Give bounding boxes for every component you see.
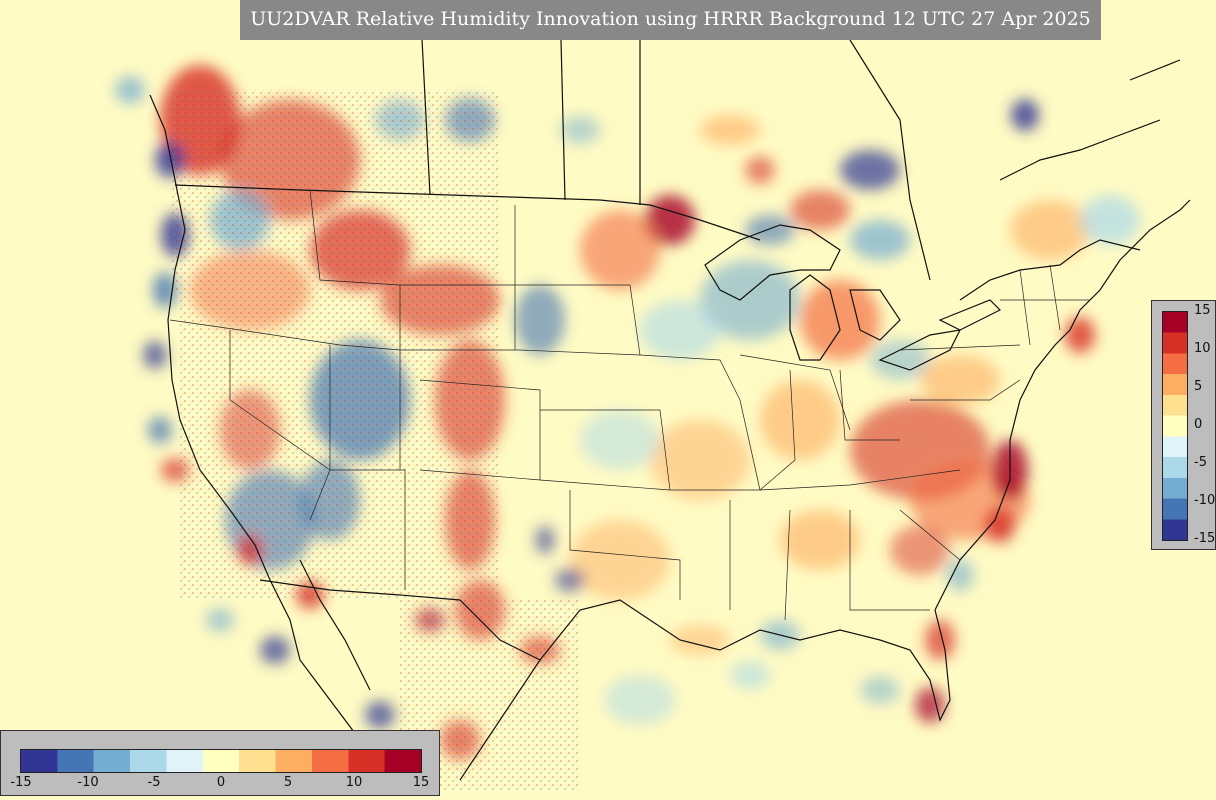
state-borders xyxy=(169,189,1090,621)
vertical-tick-label: 15 xyxy=(1194,303,1211,318)
horizontal-tick-label: -10 xyxy=(77,775,99,790)
vertical-colorbar-gradient xyxy=(1162,311,1188,541)
vertical-tick-label: -5 xyxy=(1194,455,1207,470)
vertical-colorbar: 15 10 5 0 -5 -10 -15 xyxy=(1151,300,1216,550)
vertical-tick-label: 0 xyxy=(1194,417,1203,432)
fine-scale-noise xyxy=(170,90,580,790)
horizontal-tick-label: -5 xyxy=(147,775,161,790)
vertical-tick-label: 10 xyxy=(1194,341,1211,356)
horizontal-tick-label: -15 xyxy=(10,775,32,790)
horizontal-tick-label: 5 xyxy=(283,775,293,790)
map-title: UU2DVAR Relative Humidity Innovation usi… xyxy=(240,0,1101,40)
horizontal-colorbar: -15 -10 -5 0 5 10 15 xyxy=(0,730,440,796)
horizontal-colorbar-gradient xyxy=(20,749,422,773)
vertical-tick-label: -15 xyxy=(1194,531,1216,546)
vertical-tick-label: -10 xyxy=(1194,493,1216,508)
vertical-tick-label: 5 xyxy=(1194,379,1203,394)
horizontal-tick-label: 15 xyxy=(412,775,430,790)
horizontal-tick-label: 0 xyxy=(216,775,226,790)
horizontal-tick-label: 10 xyxy=(345,775,363,790)
